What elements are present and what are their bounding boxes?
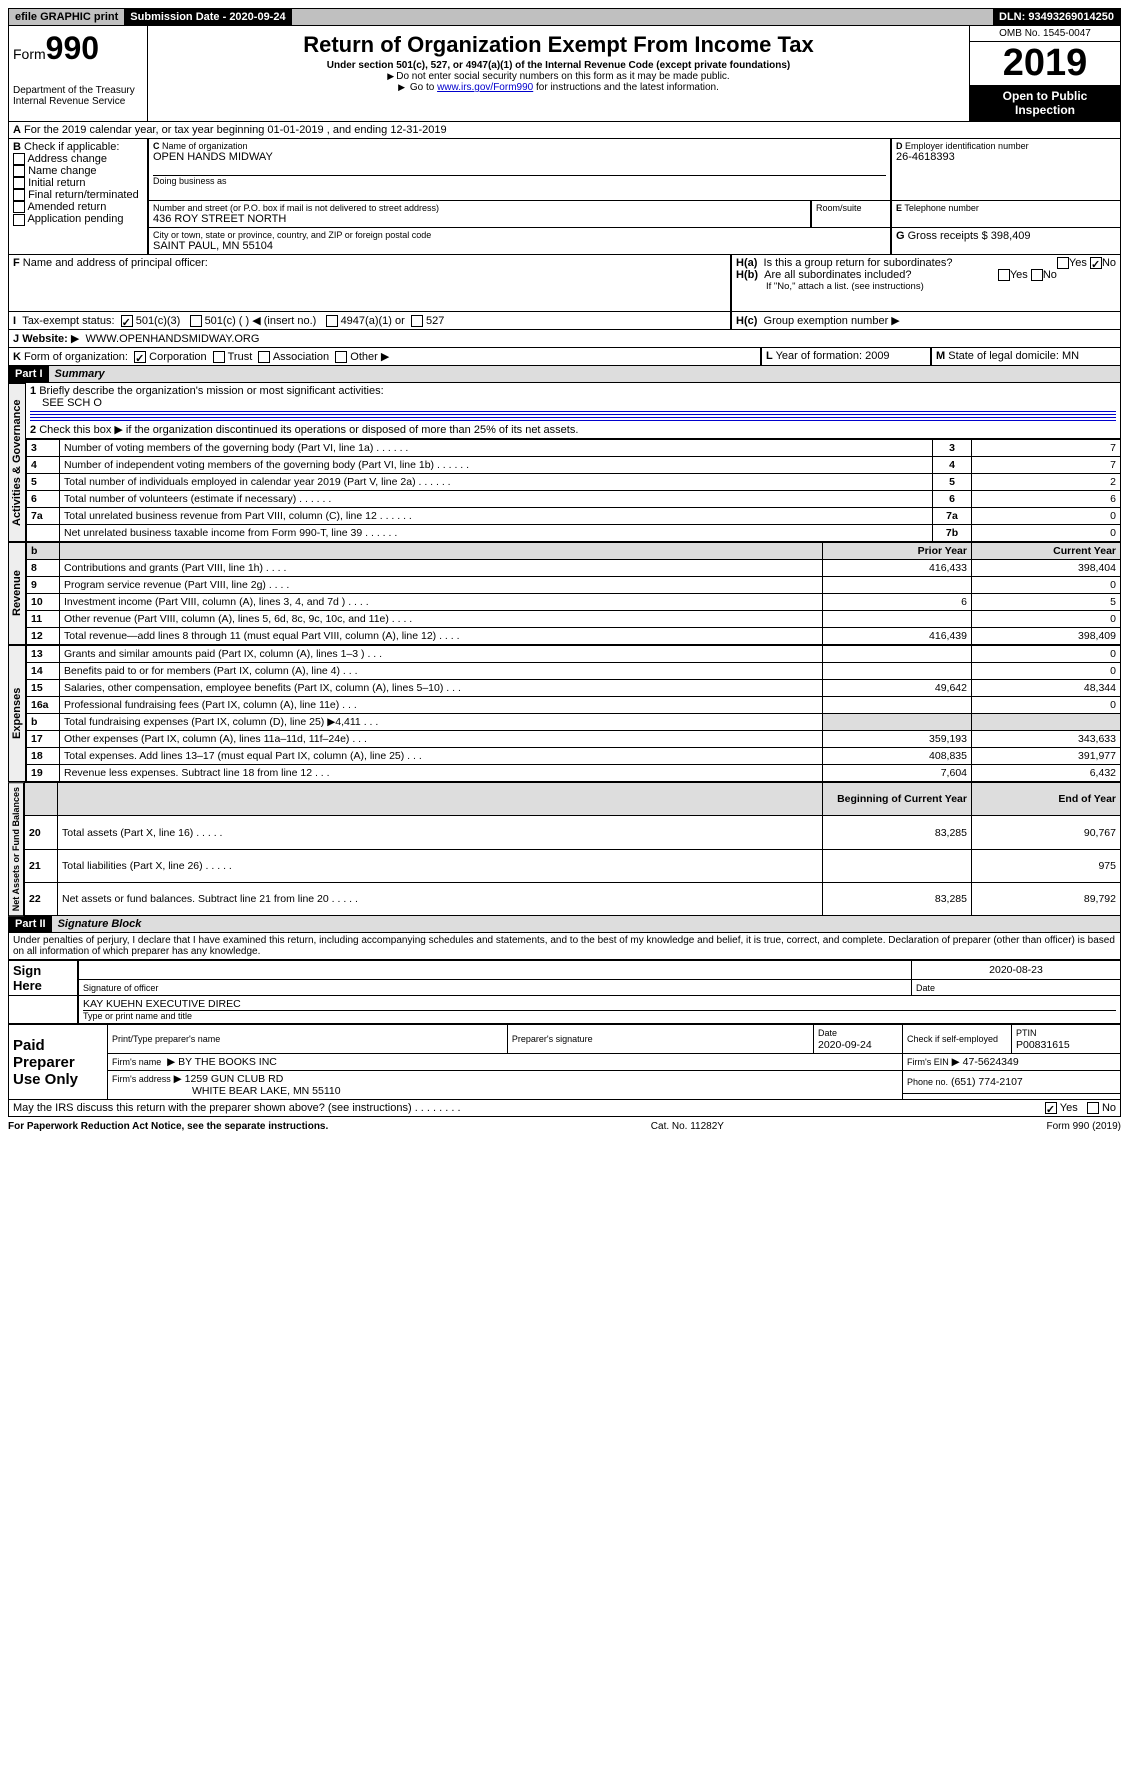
- irs-label: Internal Revenue Service: [13, 96, 143, 107]
- check-amended[interactable]: [13, 201, 25, 213]
- omb-number: OMB No. 1545-0047: [970, 26, 1120, 42]
- part1-title: Summary: [49, 366, 1120, 382]
- check-address[interactable]: [13, 153, 25, 165]
- tax-501c3[interactable]: [121, 315, 133, 327]
- hb-no[interactable]: [1031, 269, 1043, 281]
- tax-4947[interactable]: [326, 315, 338, 327]
- form-title: Return of Organization Exempt From Incom…: [152, 32, 965, 58]
- ha-no[interactable]: [1090, 257, 1102, 269]
- street: 436 ROY STREET NORTH: [153, 213, 806, 225]
- open-public: Open to Public Inspection: [970, 85, 1120, 121]
- na-table: Beginning of Current YearEnd of Year20To…: [24, 782, 1121, 916]
- dept-treasury: Department of the Treasury: [13, 85, 143, 96]
- top-bar: efile GRAPHIC print Submission Date - 20…: [8, 8, 1121, 26]
- gov-table: 3Number of voting members of the governi…: [26, 439, 1121, 542]
- penalty-text: Under penalties of perjury, I declare th…: [8, 933, 1121, 960]
- part2-hdr: Part II: [9, 916, 52, 932]
- org-other[interactable]: [335, 351, 347, 363]
- exp-table: 13Grants and similar amounts paid (Part …: [26, 645, 1121, 782]
- submission-date: Submission Date - 2020-09-24: [124, 9, 291, 25]
- footer: For Paperwork Reduction Act Notice, see …: [8, 1117, 1121, 1132]
- website: WWW.OPENHANDSMIDWAY.ORG: [85, 333, 259, 345]
- goto-note: Go to www.irs.gov/Form990 for instructio…: [152, 82, 965, 93]
- discuss-no[interactable]: [1087, 1102, 1099, 1114]
- check-name[interactable]: [13, 165, 25, 177]
- check-initial[interactable]: [13, 177, 25, 189]
- check-pending[interactable]: [13, 214, 25, 226]
- part1-hdr: Part I: [9, 366, 49, 382]
- ein: 26-4618393: [896, 151, 1116, 163]
- line-a: A For the 2019 calendar year, or tax yea…: [8, 122, 1121, 139]
- tax-year: 2019: [970, 42, 1120, 85]
- rev-label: Revenue: [8, 542, 26, 645]
- org-name: OPEN HANDS MIDWAY: [153, 151, 886, 163]
- dln: DLN: 93493269014250: [993, 9, 1120, 25]
- discuss-yes[interactable]: [1045, 1102, 1057, 1114]
- form-number: Form990: [13, 30, 143, 67]
- efile-btn[interactable]: efile GRAPHIC print: [9, 9, 124, 25]
- org-corp[interactable]: [134, 351, 146, 363]
- form-header: Form990 Department of the Treasury Inter…: [8, 26, 1121, 122]
- exp-label: Expenses: [8, 645, 26, 782]
- part2-title: Signature Block: [52, 916, 1120, 932]
- tax-527[interactable]: [411, 315, 423, 327]
- paid-preparer-block: Paid Preparer Use Only Print/Type prepar…: [8, 1024, 1121, 1100]
- section-b: B Check if applicable: Address change Na…: [8, 139, 148, 255]
- ssn-note: Do not enter social security numbers on …: [152, 71, 965, 82]
- org-assoc[interactable]: [258, 351, 270, 363]
- org-trust[interactable]: [213, 351, 225, 363]
- hb-yes[interactable]: [998, 269, 1010, 281]
- gov-label: Activities & Governance: [8, 383, 26, 542]
- check-final[interactable]: [13, 189, 25, 201]
- form-subtitle: Under section 501(c), 527, or 4947(a)(1)…: [152, 60, 965, 71]
- rev-table: bPrior YearCurrent Year8Contributions an…: [26, 542, 1121, 645]
- gross-receipts: 398,409: [991, 230, 1031, 242]
- irs-link[interactable]: www.irs.gov/Form990: [437, 82, 533, 93]
- na-label: Net Assets or Fund Balances: [8, 782, 24, 916]
- city: SAINT PAUL, MN 55104: [153, 240, 886, 252]
- tax-501c[interactable]: [190, 315, 202, 327]
- ha-yes[interactable]: [1057, 257, 1069, 269]
- sign-here-block: Sign Here 2020-08-23 Signature of office…: [8, 960, 1121, 1024]
